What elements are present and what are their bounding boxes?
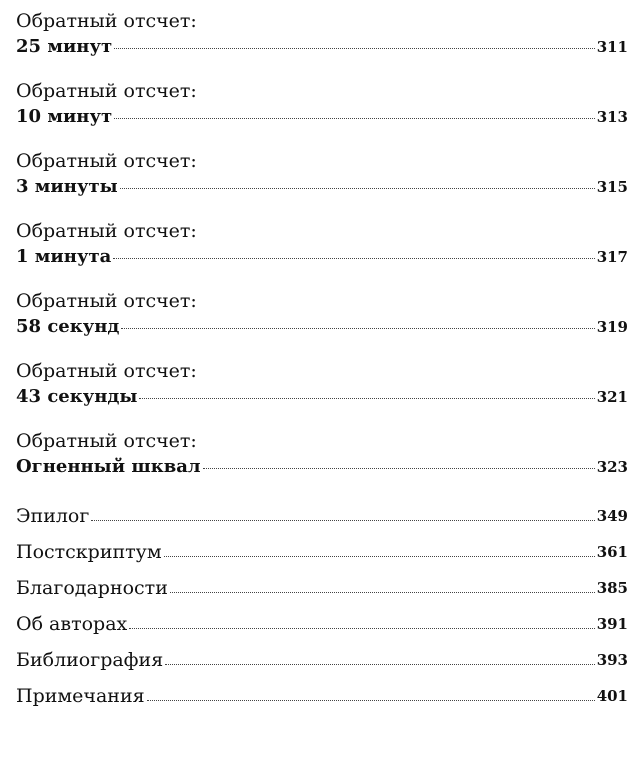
toc-entry-title: Благодарности — [16, 577, 168, 599]
dot-leader — [202, 468, 595, 469]
toc-entry-page-number: 311 — [596, 38, 628, 56]
table-of-contents: Обратный отсчет: 25 минут 311 Обратный о… — [16, 8, 628, 714]
toc-entry-chapter[interactable]: Обратный отсчет: 10 минут 313 — [16, 78, 628, 130]
toc-entry-line: 58 секунд 319 — [16, 314, 628, 340]
dot-leader — [146, 699, 595, 701]
toc-entry-page-number: 319 — [596, 318, 628, 336]
toc-entry-title: 43 секунды — [16, 386, 138, 407]
toc-entry-page-number: 323 — [596, 458, 628, 476]
toc-entry-prefix: Обратный отсчет: — [16, 430, 197, 452]
dot-leader — [119, 188, 595, 189]
toc-entry-notes[interactable]: Примечания 401 — [16, 678, 628, 714]
dot-leader — [91, 519, 595, 521]
toc-entry-title: Библиография — [16, 649, 164, 671]
toc-entry-chapter[interactable]: Обратный отсчет: Огненный шквал 323 — [16, 428, 628, 480]
toc-entry-postscript[interactable]: Постскриптум 361 — [16, 534, 628, 570]
dot-leader — [163, 555, 595, 557]
toc-entry-page-number: 385 — [596, 579, 628, 597]
toc-entry-prefix: Обратный отсчет: — [16, 10, 197, 32]
toc-entry-title: Огненный шквал — [16, 456, 201, 477]
toc-entry-title: 1 минута — [16, 246, 112, 267]
toc-entry-prefix: Обратный отсчет: — [16, 150, 197, 172]
toc-entry-line: 43 секунды 321 — [16, 384, 628, 410]
toc-entry-title: 10 минут — [16, 106, 113, 127]
toc-entry-page-number: 321 — [596, 388, 628, 406]
toc-entry-page-number: 313 — [596, 108, 628, 126]
toc-entry-prefix: Обратный отсчет: — [16, 80, 197, 102]
toc-entry-title: 25 минут — [16, 36, 113, 57]
toc-entry-chapter[interactable]: Обратный отсчет: 58 секунд 319 — [16, 288, 628, 340]
toc-entry-epilogue[interactable]: Эпилог 349 — [16, 498, 628, 534]
dot-leader — [121, 328, 595, 329]
toc-entry-title: Примечания — [16, 685, 145, 707]
toc-entry-page-number: 393 — [596, 651, 628, 669]
toc-entry-chapter[interactable]: Обратный отсчет: 43 секунды 321 — [16, 358, 628, 410]
toc-entry-line: Огненный шквал 323 — [16, 454, 628, 480]
toc-entry-line: 1 минута 317 — [16, 244, 628, 270]
toc-entry-prefix: Обратный отсчет: — [16, 220, 197, 242]
toc-entry-prefix: Обратный отсчет: — [16, 290, 197, 312]
toc-entry-title: Об авторах — [16, 613, 128, 635]
back-matter-list: Эпилог 349 Постскриптум 361 Благодарност… — [16, 498, 628, 714]
dot-leader — [129, 627, 595, 629]
toc-entry-title: Эпилог — [16, 505, 90, 527]
toc-entry-title: Постскриптум — [16, 541, 162, 563]
toc-entry-page-number: 391 — [596, 615, 628, 633]
toc-entry-chapter[interactable]: Обратный отсчет: 25 минут 311 — [16, 8, 628, 60]
toc-entry-chapter[interactable]: Обратный отсчет: 3 минуты 315 — [16, 148, 628, 200]
dot-leader — [139, 398, 595, 399]
toc-entry-chapter[interactable]: Обратный отсчет: 1 минута 317 — [16, 218, 628, 270]
toc-entry-prefix: Обратный отсчет: — [16, 360, 197, 382]
toc-entry-about-authors[interactable]: Об авторах 391 — [16, 606, 628, 642]
dot-leader — [114, 118, 595, 119]
toc-entry-line: 3 минуты 315 — [16, 174, 628, 200]
dot-leader — [113, 258, 595, 259]
toc-entry-line: 10 минут 313 — [16, 104, 628, 130]
dot-leader — [169, 591, 595, 593]
toc-entry-bibliography[interactable]: Библиография 393 — [16, 642, 628, 678]
toc-entry-page-number: 401 — [596, 687, 628, 705]
toc-entry-title: 58 секунд — [16, 316, 120, 337]
toc-entry-page-number: 349 — [596, 507, 628, 525]
dot-leader — [114, 48, 595, 49]
toc-entry-page-number: 315 — [596, 178, 628, 196]
toc-entry-acknowledgements[interactable]: Благодарности 385 — [16, 570, 628, 606]
toc-entry-title: 3 минуты — [16, 176, 118, 197]
toc-entry-page-number: 317 — [596, 248, 628, 266]
toc-entry-page-number: 361 — [596, 543, 628, 561]
toc-entry-line: 25 минут 311 — [16, 34, 628, 60]
dot-leader — [165, 663, 595, 665]
